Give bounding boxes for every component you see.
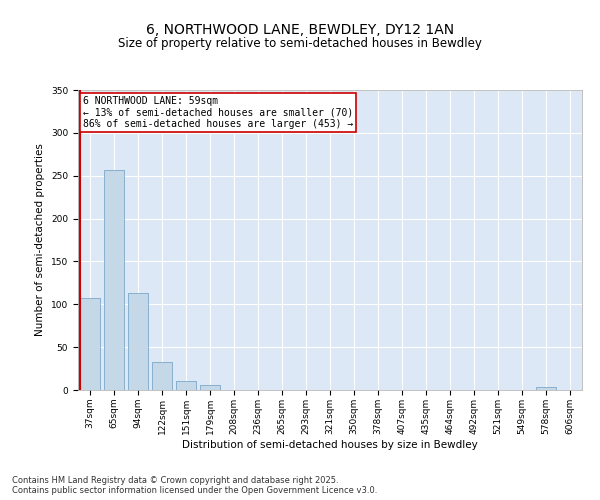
Bar (176, 382, 196, 390)
Text: Size of property relative to semi-detached houses in Bewdley: Size of property relative to semi-detach… (118, 38, 482, 51)
Bar (104, 170, 124, 390)
Bar (152, 362, 172, 390)
Text: Contains HM Land Registry data © Crown copyright and database right 2025.
Contai: Contains HM Land Registry data © Crown c… (12, 476, 377, 495)
Y-axis label: Number of semi-detached properties: Number of semi-detached properties (35, 144, 46, 336)
Text: 6, NORTHWOOD LANE, BEWDLEY, DY12 1AN: 6, NORTHWOOD LANE, BEWDLEY, DY12 1AN (146, 22, 454, 36)
Bar (536, 388, 556, 390)
X-axis label: Distribution of semi-detached houses by size in Bewdley: Distribution of semi-detached houses by … (182, 440, 478, 450)
Bar (200, 385, 220, 390)
Text: 6 NORTHWOOD LANE: 59sqm
← 13% of semi-detached houses are smaller (70)
86% of se: 6 NORTHWOOD LANE: 59sqm ← 13% of semi-de… (83, 96, 353, 129)
Bar (80, 298, 100, 390)
Bar (128, 293, 148, 390)
